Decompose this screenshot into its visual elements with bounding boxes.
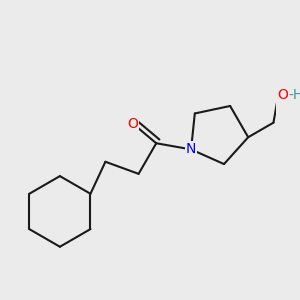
- Text: N: N: [186, 142, 196, 156]
- Text: O: O: [277, 88, 288, 102]
- Text: O: O: [127, 116, 138, 130]
- Text: -H: -H: [289, 88, 300, 102]
